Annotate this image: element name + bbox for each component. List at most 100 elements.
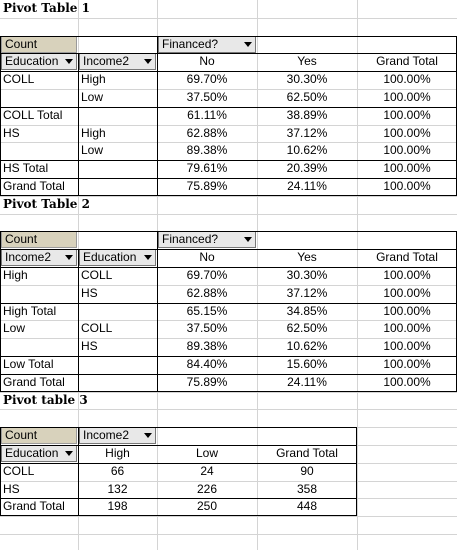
- table-rule: [157, 231, 158, 392]
- pt2-value-cell: 89.38%: [186, 339, 228, 353]
- pt2-row-label: Low Total: [3, 357, 54, 371]
- pt2-value-cell: 84.40%: [186, 357, 228, 371]
- pt2-value-cell: 37.12%: [286, 286, 328, 300]
- pt2-row-label: Low: [3, 321, 26, 335]
- field-label: Income2: [83, 428, 130, 442]
- gridline-vertical: [357, 0, 358, 550]
- pt1-value-cell: 89.38%: [186, 143, 228, 157]
- pt1-count-label: Count: [1, 36, 77, 53]
- pt2-table-border: [0, 231, 457, 392]
- gridline-horizontal: [0, 89, 457, 90]
- pt2-title: Pivot Table 2: [3, 197, 90, 211]
- pt1-value-cell: 61.11%: [187, 108, 227, 122]
- pt2-count-label: Count: [1, 231, 77, 248]
- table-rule: [0, 160, 457, 161]
- dropdown-arrow-icon[interactable]: [144, 433, 152, 438]
- pt1-value-cell: 24.11%: [287, 179, 327, 193]
- gridline-horizontal: [0, 392, 457, 393]
- pt2-value-cell: 30.30%: [286, 268, 328, 282]
- gridline-horizontal: [0, 18, 457, 19]
- pt1-value-cell: 100.00%: [383, 143, 431, 157]
- pt1-value-cell: 100.00%: [383, 179, 431, 193]
- pt1-value-cell: 100.00%: [383, 108, 431, 122]
- pt1-subrow-label: High: [81, 126, 106, 140]
- dropdown-arrow-icon[interactable]: [65, 451, 73, 456]
- pt2-value-cell: 75.89%: [186, 375, 228, 389]
- dropdown-arrow-icon[interactable]: [244, 42, 252, 47]
- pt3-value-cell: 24: [200, 464, 214, 478]
- table-rule: [0, 463, 357, 464]
- pt1-value-cell: 62.50%: [286, 90, 328, 104]
- pt3-row-field-button[interactable]: Education: [1, 445, 77, 462]
- pt2-value-cell: 10.62%: [286, 339, 328, 353]
- pt1-value-cell: 100.00%: [383, 161, 431, 175]
- field-label: Education: [5, 446, 59, 460]
- table-rule: [78, 427, 79, 516]
- pt2-value-cell: 100.00%: [383, 339, 431, 353]
- pt3-table-border: [0, 427, 357, 516]
- pt2-row-label: High: [3, 268, 28, 282]
- gridline-horizontal: [0, 338, 457, 339]
- pt1-column-header: Yes: [297, 54, 317, 68]
- gridline-horizontal: [0, 142, 457, 143]
- pt1-subrow-label: Low: [81, 143, 104, 157]
- pt2-value-cell: 100.00%: [383, 268, 431, 282]
- pt1-row-label: COLL: [3, 72, 35, 86]
- pt3-row-label: COLL: [3, 464, 35, 478]
- field-label: Financed?: [162, 232, 219, 246]
- table-rule: [0, 498, 357, 499]
- pt2-value-cell: 100.00%: [383, 286, 431, 300]
- dropdown-arrow-icon[interactable]: [244, 237, 252, 242]
- pt2-row-label: Grand Total: [3, 375, 65, 389]
- pt2-subrow-label: HS: [81, 286, 98, 300]
- pt1-row-label: COLL Total: [3, 108, 63, 122]
- pt2-column-header: Yes: [297, 250, 317, 264]
- table-rule: [78, 53, 79, 196]
- pt3-value-cell: 66: [110, 464, 125, 478]
- pt2-value-cell: 69.70%: [186, 268, 228, 282]
- pt2-row-field-button[interactable]: Income2: [1, 249, 77, 266]
- table-rule: [0, 249, 457, 250]
- pt1-row-label: Grand Total: [3, 179, 65, 193]
- pt1-subrow-label: Low: [81, 90, 104, 104]
- pt1-value-cell: 100.00%: [383, 90, 431, 104]
- pt2-subrow-label: HS: [81, 339, 98, 353]
- dropdown-arrow-icon[interactable]: [65, 59, 73, 64]
- pt3-column-header: Low: [195, 446, 218, 460]
- table-rule: [0, 107, 457, 108]
- pt3-value-cell: 198: [107, 499, 128, 513]
- gridline-vertical: [257, 0, 258, 550]
- pt1-value-cell: 38.89%: [286, 108, 328, 122]
- table-rule: [157, 36, 158, 196]
- pt2-value-cell: 34.85%: [286, 304, 328, 318]
- pt2-value-cell: 15.60%: [286, 357, 328, 371]
- pt3-value-cell: 358: [296, 482, 318, 496]
- gridline-horizontal: [0, 196, 457, 197]
- pt2-column-header: Grand Total: [376, 250, 438, 264]
- pt1-value-cell: 100.00%: [383, 126, 431, 140]
- dropdown-arrow-icon[interactable]: [65, 255, 73, 260]
- pt1-value-cell: 75.89%: [186, 179, 228, 193]
- pt2-value-cell: 65.15%: [186, 304, 228, 318]
- dropdown-arrow-icon[interactable]: [144, 59, 152, 64]
- pt3-column-header: Grand Total: [276, 446, 338, 460]
- pt3-value-cell: 448: [296, 499, 318, 513]
- gridline-horizontal: [0, 409, 457, 410]
- table-rule: [0, 53, 457, 54]
- pt1-value-cell: 20.39%: [286, 161, 328, 175]
- table-rule: [0, 374, 457, 375]
- pt1-table-border: [0, 36, 457, 196]
- pt1-value-cell: 37.50%: [186, 90, 228, 104]
- pt1-row-label: HS Total: [3, 161, 49, 175]
- table-rule: [0, 356, 457, 357]
- pt2-subrow-label: COLL: [81, 321, 113, 335]
- pt1-value-cell: 37.12%: [286, 126, 328, 140]
- dropdown-arrow-icon[interactable]: [144, 255, 152, 260]
- pt2-value-cell: 100.00%: [383, 321, 431, 335]
- table-rule: [0, 71, 457, 72]
- gridline-horizontal: [0, 516, 457, 517]
- pt1-subrow-label: High: [81, 72, 106, 86]
- pt2-row-label: High Total: [3, 304, 57, 318]
- pt2-row-field-button[interactable]: Education: [79, 249, 156, 266]
